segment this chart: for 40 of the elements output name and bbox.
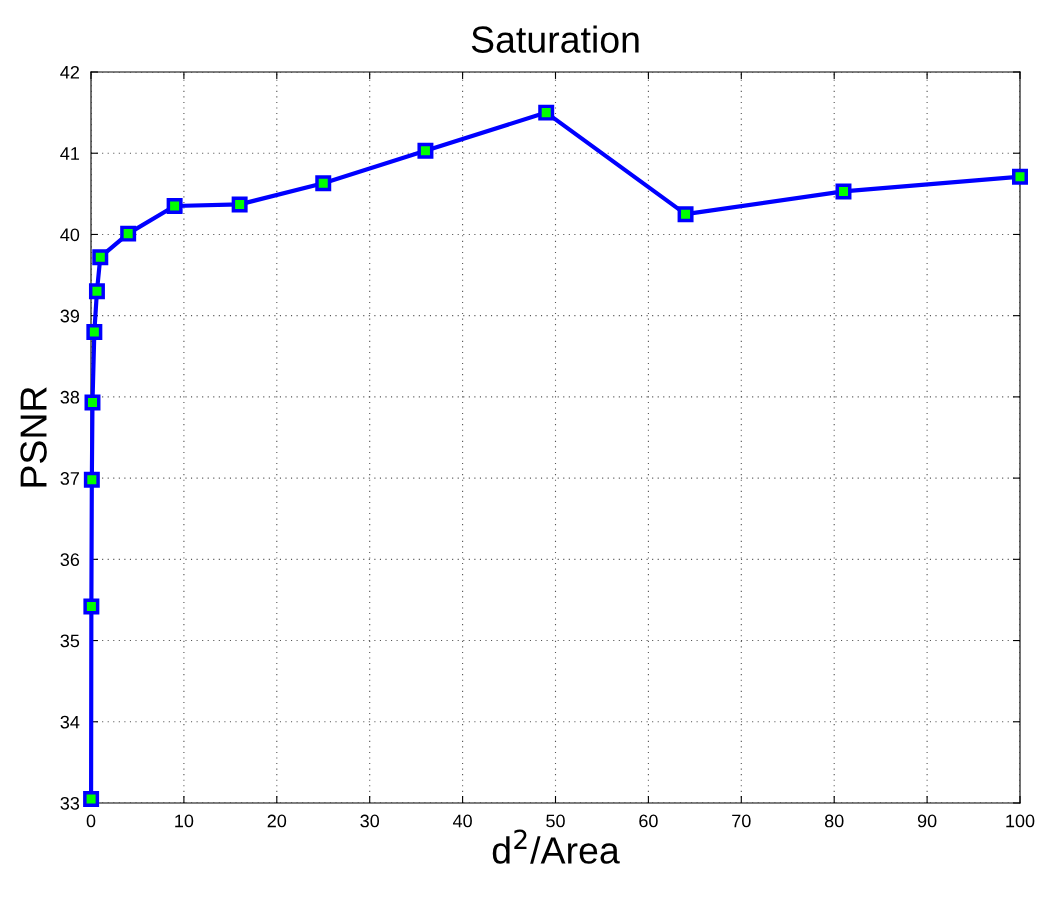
y-tick-label: 36 [60,553,80,567]
chart-title: Saturation [471,25,639,53]
point [86,323,103,340]
y-tick-label: 40 [60,228,80,242]
point [677,206,694,223]
y-tick-label: 41 [60,147,80,160]
point [88,283,105,300]
point [83,598,100,615]
point [84,394,101,411]
point [92,249,109,266]
y-tick-label: 37 [60,472,79,485]
x-tick-label: 70 [732,814,751,828]
y-axis-title: PSNR [20,387,47,487]
y-tick-label: 42 [60,65,79,79]
point [120,225,137,242]
x-axis-title: d$^{2}$/Area [492,829,620,864]
x-tick-label: 30 [360,814,380,828]
x-tick-label: 80 [824,814,844,828]
point [835,183,852,200]
point [83,471,100,488]
point [315,175,332,192]
x-tick-label: 20 [267,814,287,828]
x-tick-label: 50 [546,814,565,828]
point [83,790,100,807]
x-tick-label: 0 [86,814,96,828]
point [538,104,555,121]
y-tick-label: 39 [60,309,80,323]
y-tick-label: 38 [60,390,80,404]
x-tick-label: 10 [175,814,194,828]
point [231,196,248,213]
x-tick-label: 60 [639,814,658,828]
y-tick-label: 33 [60,796,80,810]
point [1012,168,1028,185]
point [166,198,183,215]
x-tick-label: 40 [452,814,472,828]
x-tick-label: 100 [1006,814,1035,828]
point [417,142,434,159]
y-tick-label: 34 [60,715,80,729]
y-tick-label: 35 [60,634,80,648]
x-tick-label: 90 [917,814,937,828]
